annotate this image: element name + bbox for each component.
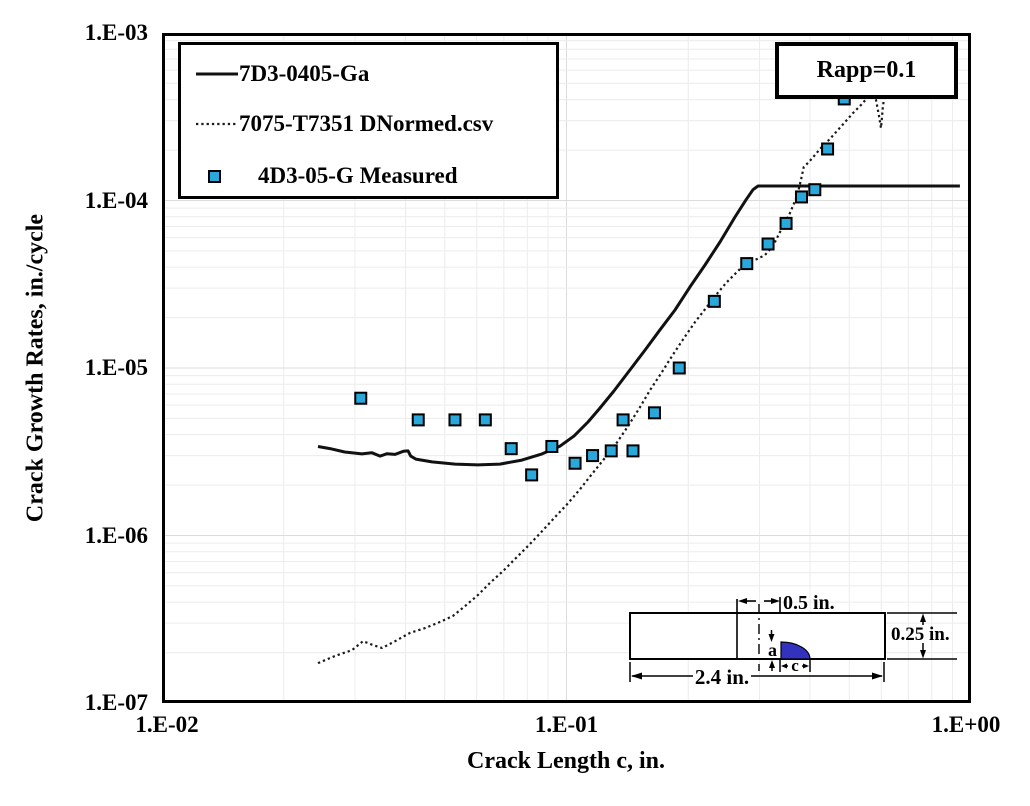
x-tick-label: 1.E-01 bbox=[534, 712, 599, 737]
dimension-a: a bbox=[768, 630, 777, 671]
data-point-square bbox=[626, 444, 640, 458]
y-axis-title: Crack Growth Rates, in./cycle bbox=[22, 213, 49, 523]
data-point-square bbox=[478, 413, 492, 427]
legend-entry-dotted: 7075-T7351 DNormed.csv bbox=[181, 109, 556, 139]
y-tick-label: 1.E-03 bbox=[84, 20, 148, 45]
data-point-square bbox=[821, 142, 835, 156]
curve-solid bbox=[317, 184, 960, 467]
dimension-0.5in: 0.5 in. bbox=[738, 592, 835, 614]
data-point-square bbox=[707, 294, 721, 308]
label-c: c bbox=[791, 656, 799, 675]
data-point-square bbox=[354, 391, 368, 405]
data-point-square bbox=[604, 444, 618, 458]
data-point-square bbox=[740, 257, 754, 271]
legend-label: 4D3-05-G Measured bbox=[258, 163, 458, 188]
curve-dotted bbox=[317, 91, 887, 665]
data-point-square bbox=[808, 183, 822, 197]
label-0.5in: 0.5 in. bbox=[783, 592, 835, 614]
data-point-square bbox=[568, 456, 582, 470]
label-0.25in: 0.25 in. bbox=[891, 624, 950, 645]
data-point-square bbox=[448, 413, 462, 427]
data-point-square bbox=[545, 439, 559, 453]
dimension-2.4in: 2.4 in. bbox=[629, 662, 885, 689]
y-tick-label: 1.E-06 bbox=[84, 522, 148, 548]
specimen-inset-diagram: 0.5 in. a c 2.4 in. bbox=[629, 592, 957, 689]
y-tick-label: 1.E-07 bbox=[84, 690, 148, 715]
data-point-square bbox=[616, 413, 630, 427]
data-point-square bbox=[647, 406, 661, 420]
surface-crack-shape bbox=[780, 641, 811, 660]
data-point-square bbox=[779, 216, 793, 230]
legend: 7D3-0405-Ga 7075-T7351 DNormed.csv 4D3-0… bbox=[178, 42, 559, 199]
legend-label: 7075-T7351 DNormed.csv bbox=[239, 111, 494, 136]
legend-label: 7D3-0405-Ga bbox=[239, 61, 370, 86]
specimen-bar bbox=[629, 599, 886, 671]
data-point-square bbox=[761, 237, 775, 251]
x-tick-label: 1.E+00 bbox=[931, 712, 1001, 737]
dimension-c: c bbox=[779, 656, 811, 675]
annotation-text: Rapp=0.1 bbox=[816, 57, 917, 83]
data-point-square bbox=[525, 468, 539, 482]
x-axis-title: Crack Length c, in. bbox=[467, 748, 665, 774]
legend-entry-measured: 4D3-05-G Measured bbox=[181, 161, 556, 191]
legend-marker-square bbox=[208, 170, 221, 183]
y-tick-label: 1.E-04 bbox=[84, 187, 148, 213]
x-tick-label: 1.E-02 bbox=[135, 712, 199, 737]
data-point-square bbox=[672, 361, 686, 375]
data-point-square bbox=[411, 413, 425, 427]
solid-line-sample-icon bbox=[196, 72, 238, 76]
data-point-square bbox=[586, 449, 600, 463]
label-2.4in: 2.4 in. bbox=[695, 665, 749, 689]
data-point-square bbox=[794, 190, 808, 204]
plot-border bbox=[162, 33, 971, 703]
data-point-square bbox=[504, 442, 518, 456]
annotation-box: Rapp=0.1 bbox=[775, 42, 958, 99]
legend-entry-solid: 7D3-0405-Ga bbox=[181, 59, 556, 89]
y-tick-label: 1.E-05 bbox=[84, 355, 148, 380]
dimension-0.25in: 0.25 in. bbox=[887, 612, 957, 660]
label-a: a bbox=[768, 640, 777, 660]
dotted-line-sample-icon bbox=[196, 122, 238, 126]
